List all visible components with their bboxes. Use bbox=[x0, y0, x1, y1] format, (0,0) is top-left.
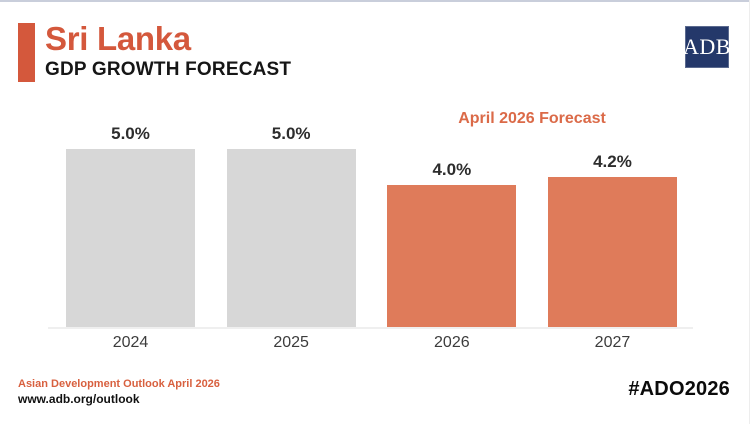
bar-group: 4.2% bbox=[547, 152, 677, 327]
adb-logo: ADB bbox=[683, 26, 731, 68]
actual-bar bbox=[226, 149, 356, 327]
bar-group: 5.0% bbox=[66, 124, 195, 327]
bar-group: 5.0% bbox=[226, 124, 356, 327]
x-axis-tick-label: 2025 bbox=[273, 334, 309, 351]
bar-value-label: 4.0% bbox=[432, 160, 472, 179]
bar-value-label: 5.0% bbox=[111, 124, 150, 143]
page-title: Sri Lanka bbox=[45, 20, 191, 57]
footer-url: www.adb.org/outlook bbox=[18, 392, 140, 406]
x-axis-tick-label: 2026 bbox=[434, 334, 470, 351]
page-subtitle: GDP GROWTH FORECAST bbox=[45, 59, 292, 80]
forecast-bar bbox=[387, 185, 517, 327]
actual-bar bbox=[66, 149, 195, 327]
bars: 5.0% 5.0% 4.0% 4.2% bbox=[66, 120, 677, 327]
bar-value-label: 4.2% bbox=[593, 152, 632, 171]
footer-source: Asian Development Outlook April 2026 bbox=[18, 378, 220, 390]
forecast-annotation: April 2026 Forecast bbox=[458, 110, 606, 127]
hashtag: #ADO2026 bbox=[628, 378, 730, 400]
adb-logo-text: ADB bbox=[683, 34, 731, 59]
x-axis-line bbox=[48, 327, 693, 329]
bar-value-label: 5.0% bbox=[271, 124, 311, 143]
x-axis-labels: 2024 2025 2026 2027 bbox=[66, 334, 677, 352]
top-edge-line bbox=[0, 0, 750, 2]
x-axis-tick-label: 2027 bbox=[594, 334, 631, 351]
x-axis-tick-label: 2024 bbox=[112, 334, 149, 351]
forecast-bar bbox=[547, 177, 677, 327]
bar-group: 4.0% bbox=[387, 160, 517, 327]
title-accent-bar bbox=[18, 23, 35, 82]
